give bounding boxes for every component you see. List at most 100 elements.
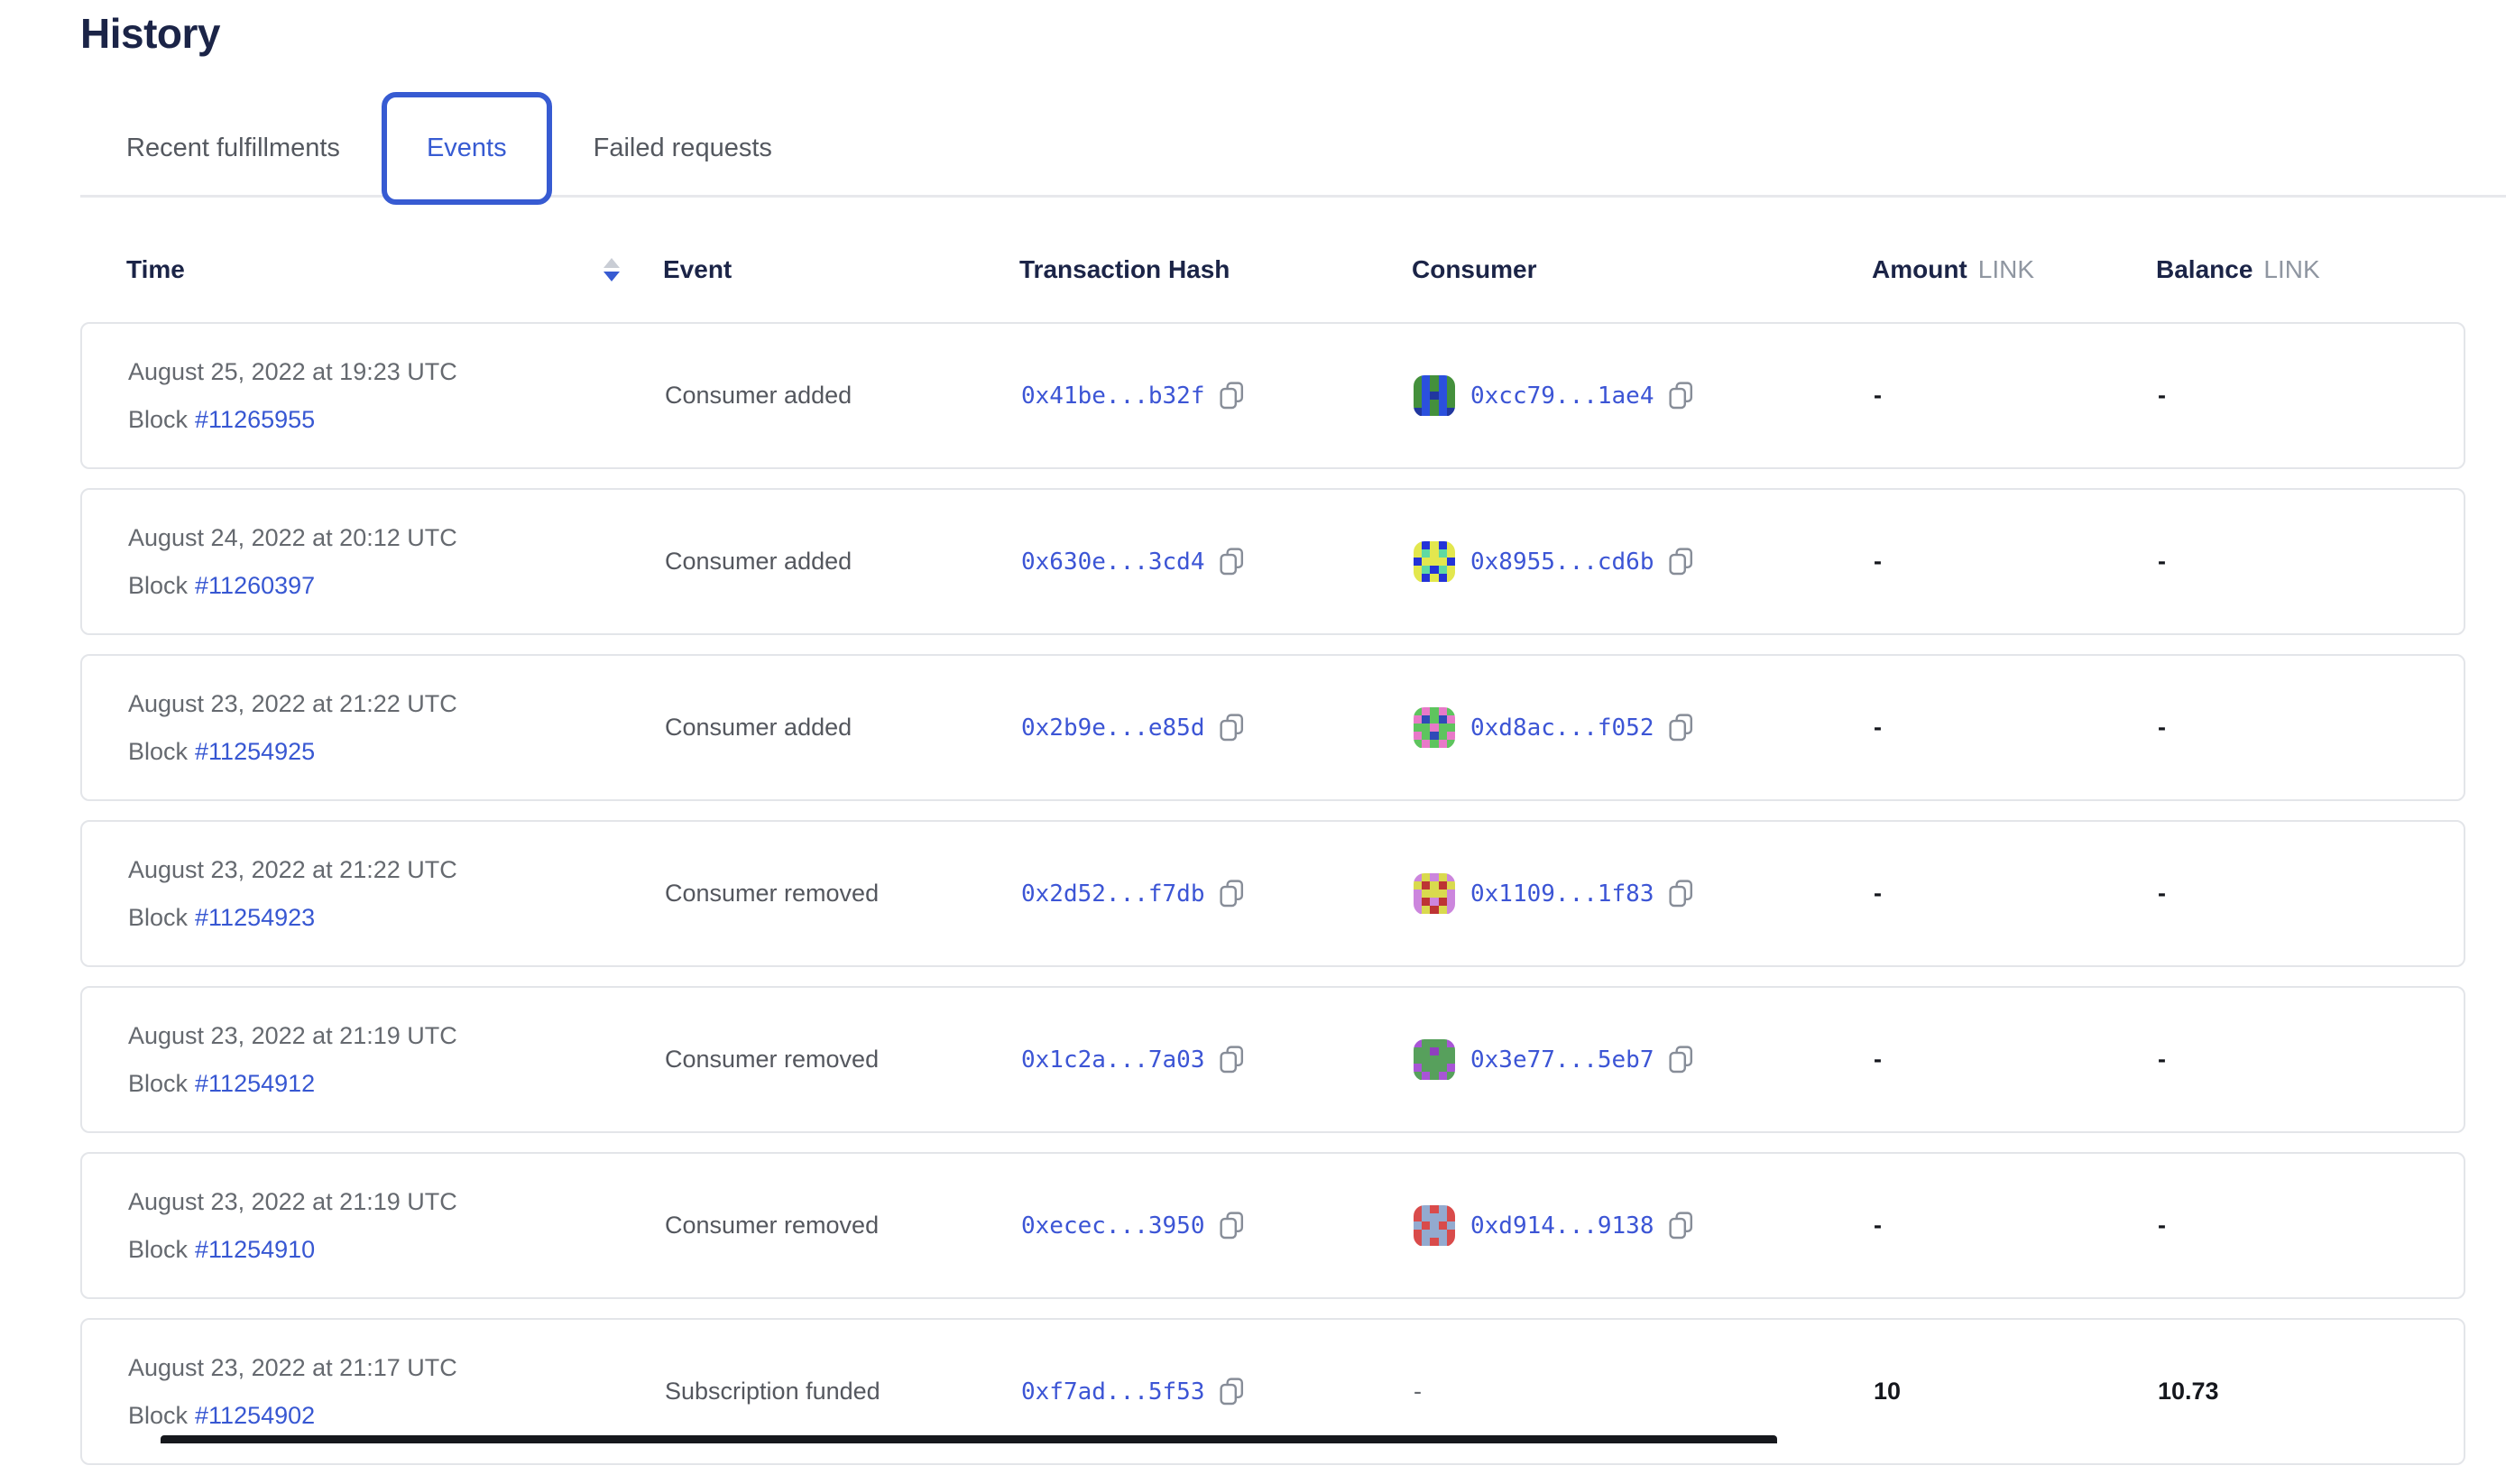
event-name: Consumer removed: [665, 1046, 880, 1073]
row-date: August 23, 2022 at 21:19 UTC: [128, 1187, 457, 1215]
amount-cell: -: [1874, 1046, 2158, 1074]
amount-cell: -: [1874, 880, 2158, 908]
tx-copy-button[interactable]: [1219, 1212, 1244, 1240]
row-block: Block #11254902: [128, 1401, 316, 1429]
tx-hash-link[interactable]: 0x1c2a...7a03: [1021, 1046, 1205, 1074]
row-block: Block #11254925: [128, 737, 316, 765]
row-date: August 23, 2022 at 21:22 UTC: [128, 689, 457, 717]
event-name: Consumer added: [665, 548, 852, 575]
column-header-time[interactable]: Time: [126, 255, 663, 284]
tx-hash-cell: 0xf7ad...5f53: [1021, 1378, 1414, 1406]
event-name: Consumer added: [665, 382, 852, 409]
row-date: August 24, 2022 at 20:12 UTC: [128, 523, 457, 551]
balance-cell: -: [2158, 548, 2464, 576]
block-number-link[interactable]: #11254912: [195, 1069, 316, 1097]
time-header-label: Time: [126, 255, 185, 283]
consumer-address-link[interactable]: 0xd8ac...f052: [1470, 714, 1654, 742]
copy-icon: [1668, 382, 1692, 410]
consumer-copy-button[interactable]: [1668, 382, 1693, 410]
tx-copy-button[interactable]: [1219, 714, 1244, 742]
copy-icon: [1219, 548, 1243, 576]
balance-unit-label: LINK: [2263, 255, 2320, 283]
event-row: August 24, 2022 at 20:12 UTC Block #11260…: [80, 488, 2465, 635]
event-row: August 23, 2022 at 21:22 UTC Block #11254…: [80, 654, 2465, 801]
copy-icon: [1668, 880, 1692, 908]
row-block: Block #11265955: [128, 405, 316, 433]
tab-recent-fulfillments[interactable]: Recent fulfillments: [126, 134, 340, 162]
column-header-amount: Amount LINK: [1872, 255, 2035, 283]
balance-cell: -: [2158, 1212, 2464, 1240]
column-header-event: Event: [663, 255, 732, 283]
tx-hash-link[interactable]: 0x2b9e...e85d: [1021, 714, 1205, 742]
consumer-address-link[interactable]: 0xcc79...1ae4: [1470, 382, 1654, 410]
block-number-link[interactable]: #11254923: [195, 903, 316, 931]
tx-copy-button[interactable]: [1219, 1046, 1244, 1074]
event-name: Consumer removed: [665, 880, 880, 907]
consumer-copy-button[interactable]: [1668, 1046, 1693, 1074]
balance-cell: -: [2158, 880, 2464, 908]
tx-copy-button[interactable]: [1219, 880, 1244, 908]
consumer-copy-button[interactable]: [1668, 714, 1693, 742]
amount-cell: -: [1874, 548, 2158, 576]
consumer-address-link[interactable]: 0x3e77...5eb7: [1470, 1046, 1654, 1074]
consumer-cell: 0x1109...1f83: [1414, 872, 1874, 915]
consumer-identicon: [1414, 706, 1455, 749]
block-label: Block: [128, 903, 189, 931]
tx-copy-button[interactable]: [1219, 548, 1244, 576]
row-block: Block #11254923: [128, 903, 316, 931]
tx-hash-link[interactable]: 0x2d52...f7db: [1021, 880, 1205, 908]
consumer-address-link[interactable]: 0x8955...cd6b: [1470, 548, 1654, 576]
tx-hash-cell: 0x1c2a...7a03: [1021, 1046, 1414, 1074]
balance-cell: -: [2158, 382, 2464, 410]
copy-icon: [1219, 1378, 1243, 1406]
balance-value: -: [2158, 1212, 2166, 1239]
tx-hash-cell: 0x2b9e...e85d: [1021, 714, 1414, 742]
block-number-link[interactable]: #11254910: [195, 1235, 316, 1263]
tx-hash-link[interactable]: 0x630e...3cd4: [1021, 548, 1205, 576]
block-number-link[interactable]: #11254925: [195, 737, 316, 765]
column-header-balance: Balance LINK: [2156, 255, 2320, 283]
consumer-address-link[interactable]: 0xd914...9138: [1470, 1212, 1654, 1240]
consumer-copy-button[interactable]: [1668, 548, 1693, 576]
block-label: Block: [128, 405, 189, 433]
tab-failed-requests[interactable]: Failed requests: [593, 134, 772, 162]
consumer-address-link[interactable]: 0x1109...1f83: [1470, 880, 1654, 908]
sort-descending-icon[interactable]: [603, 258, 620, 281]
consumer-copy-button[interactable]: [1668, 880, 1693, 908]
event-rows: August 25, 2022 at 19:23 UTC Block #11265…: [80, 322, 2465, 1484]
table-header-row: Time Event Transaction Hash Consumer Amo…: [126, 255, 2465, 284]
event-cell: Subscription funded: [665, 1378, 1021, 1406]
consumer-identicon: [1414, 1038, 1455, 1081]
balance-cell: 10.73: [2158, 1378, 2464, 1406]
block-label: Block: [128, 1235, 189, 1263]
sort-down-arrow-icon: [603, 272, 620, 281]
tx-copy-button[interactable]: [1219, 1378, 1244, 1406]
event-name: Consumer added: [665, 714, 852, 741]
consumer-cell: 0xd8ac...f052: [1414, 706, 1874, 749]
consumer-copy-button[interactable]: [1668, 1212, 1693, 1240]
event-cell: Consumer removed: [665, 1046, 1021, 1074]
block-number-link[interactable]: #11265955: [195, 405, 316, 433]
copy-icon: [1219, 714, 1243, 742]
balance-value: 10.73: [2158, 1378, 2219, 1405]
tx-hash-link[interactable]: 0xf7ad...5f53: [1021, 1378, 1205, 1406]
copy-icon: [1668, 548, 1692, 576]
block-number-link[interactable]: #11254902: [195, 1401, 316, 1429]
amount-cell: -: [1874, 382, 2158, 410]
time-cell: August 23, 2022 at 21:17 UTC Block #11254…: [128, 1355, 665, 1429]
amount-value: -: [1874, 1212, 1882, 1239]
row-date: August 23, 2022 at 21:22 UTC: [128, 855, 457, 883]
column-header-consumer: Consumer: [1412, 255, 1537, 283]
event-cell: Consumer removed: [665, 880, 1021, 908]
tab-events[interactable]: Events: [381, 92, 552, 205]
amount-cell: -: [1874, 1212, 2158, 1240]
event-row: August 23, 2022 at 21:19 UTC Block #11254…: [80, 986, 2465, 1133]
page-title: History: [80, 10, 220, 57]
tx-hash-cell: 0x2d52...f7db: [1021, 880, 1414, 908]
event-name: Subscription funded: [665, 1378, 880, 1405]
tx-hash-link[interactable]: 0x41be...b32f: [1021, 382, 1205, 410]
tx-hash-cell: 0x630e...3cd4: [1021, 548, 1414, 576]
block-number-link[interactable]: #11260397: [195, 571, 316, 599]
tx-hash-link[interactable]: 0xecec...3950: [1021, 1212, 1205, 1240]
tx-copy-button[interactable]: [1219, 382, 1244, 410]
